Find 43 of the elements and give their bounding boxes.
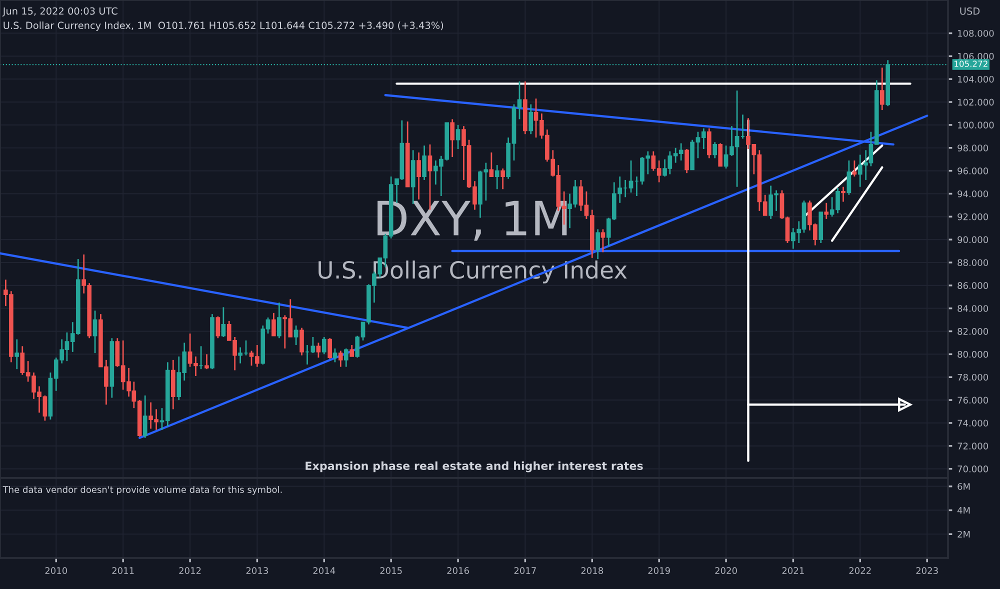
- annotation: Jun 15, 2022 00:03 UTC: [2, 7, 118, 17]
- y-axis-title: USD: [960, 7, 980, 15]
- y-tick-label: 96.000: [958, 168, 988, 174]
- y-tick-label: 104.000: [958, 76, 994, 83]
- y-tick-label: 78.000: [958, 374, 988, 381]
- y-tick-label: 86.000: [958, 282, 988, 289]
- annotation: Expansion phase real estate and higher interest rates: [306, 461, 643, 472]
- ref-line-label: 105.272: [954, 60, 988, 67]
- y-tick-label: 98.000: [958, 144, 988, 152]
- y-tick-label: 4M: [957, 507, 970, 514]
- y-tick-label: 90.000: [958, 236, 988, 244]
- x-tick-label: 2023: [916, 567, 938, 574]
- annotation: The data vendor doesn't provide volume data for this symbol.: [2, 486, 282, 495]
- x-tick-label: 2018: [581, 567, 604, 574]
- y-tick-label: 102.000: [958, 98, 994, 106]
- y-tick-label: 92.000: [958, 213, 988, 220]
- y-tick-label: 74.000: [958, 420, 988, 427]
- y-tick-label: 88.000: [958, 259, 988, 266]
- x-tick-label: 2021: [782, 567, 804, 574]
- y-tick-label: 82.000: [958, 328, 988, 335]
- x-tick-label: 2014: [313, 567, 336, 574]
- y-tick-label: 108.000: [958, 30, 994, 37]
- x-tick-label: 2022: [849, 567, 871, 574]
- x-tick-label: 2019: [648, 567, 670, 574]
- y-tick-label: 72.000: [958, 442, 988, 450]
- y-tick-label: 100.000: [958, 122, 994, 129]
- x-tick-label: 2012: [179, 567, 201, 574]
- x-tick-label: 2011: [112, 567, 134, 574]
- y-tick-label: 2M: [958, 530, 970, 538]
- x-tick-label: 2017: [514, 567, 536, 574]
- y-tick-label: 80.000: [958, 350, 988, 358]
- x-tick-label: 2020: [715, 567, 737, 574]
- y-tick-label: 6M: [958, 483, 970, 490]
- y-tick-label: 76.000: [958, 396, 988, 404]
- x-tick-label: 2013: [246, 567, 268, 574]
- annotation: U.S. Dollar Currency Index, 1M O101.761 H105.652 L101.644 C105.272 +3.490 (+3.43%): [4, 22, 444, 31]
- x-tick-label: 2015: [380, 567, 402, 574]
- y-tick-label: 94.000: [958, 190, 988, 198]
- x-tick-label: 2016: [447, 567, 469, 574]
- y-tick-label: 70.000: [958, 466, 988, 472]
- x-tick-label: 2010: [45, 567, 68, 574]
- y-tick-label: 106.000: [958, 52, 994, 60]
- y-tick-label: 84.000: [958, 305, 988, 312]
